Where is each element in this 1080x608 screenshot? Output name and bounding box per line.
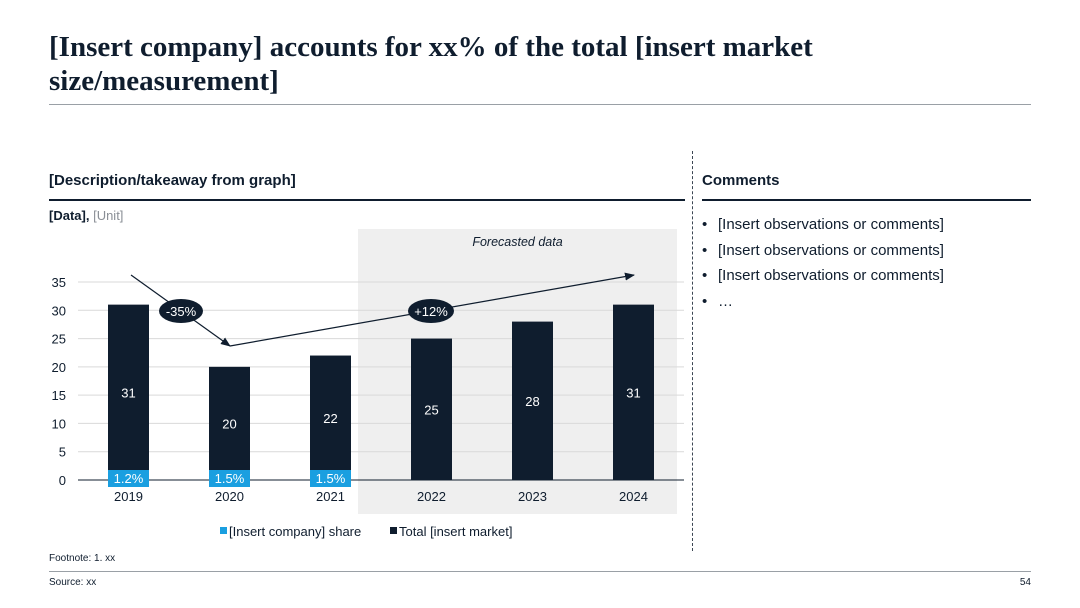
data-unit-label: [Data], [Unit]: [49, 208, 123, 223]
page-title: [Insert company] accounts for xx% of the…: [49, 31, 813, 97]
chart-heading-rule: [49, 199, 685, 201]
chart-heading: [Description/takeaway from graph]: [49, 172, 296, 189]
share-badge: [108, 470, 149, 487]
bar-value-label: 20: [222, 416, 236, 431]
y-tick-label: 30: [52, 303, 66, 318]
comment-item: [Insert observations or comments]: [702, 263, 1032, 289]
bar-total: [108, 304, 149, 480]
comment-item: [Insert observations or comments]: [702, 238, 1032, 264]
bar-value-label: 22: [323, 411, 337, 426]
bar-total: [411, 338, 452, 480]
comment-item: [Insert observations or comments]: [702, 212, 1032, 238]
bar-chart: Forecasted data 0 5 10 15 20 25 30 35 31 1.2% 2019 2…: [52, 229, 684, 539]
x-tick-label: 2022: [417, 489, 446, 504]
y-tick-label: 20: [52, 360, 66, 375]
bar-total: [613, 304, 654, 480]
annotation-label: -35%: [166, 304, 197, 319]
legend-swatch-total: [390, 527, 397, 534]
y-tick-label: 10: [52, 416, 66, 431]
bar-value-label: 31: [121, 385, 135, 400]
y-tick-label: 35: [52, 275, 66, 290]
footer-divider: [49, 571, 1031, 572]
bar-value-label: 31: [626, 385, 640, 400]
y-tick-label: 15: [52, 388, 66, 403]
forecast-label: Forecasted data: [472, 235, 562, 249]
y-tick-label: 5: [59, 445, 66, 460]
source: Source: xx: [49, 577, 97, 588]
share-badge: [310, 470, 351, 487]
share-badge: [209, 470, 250, 487]
legend-label-share: [Insert company] share: [229, 524, 361, 539]
annotation-label: +12%: [414, 304, 448, 319]
comments-heading-rule: [702, 199, 1031, 201]
x-tick-label: 2020: [215, 489, 244, 504]
bar-total: [310, 355, 351, 480]
share-value-label: 1.2%: [114, 471, 144, 486]
bar-value-label: 28: [525, 394, 539, 409]
legend-label-total: Total [insert market]: [399, 524, 512, 539]
annotation-pill: [159, 299, 203, 323]
x-tick-label: 2024: [619, 489, 648, 504]
comment-item: …: [702, 289, 1032, 315]
footnote: Footnote: 1. xx: [49, 553, 116, 564]
bar-total: [209, 366, 250, 480]
data-label: [Data],: [49, 208, 90, 223]
y-tick-label: 25: [52, 332, 66, 347]
annotation-pill: [408, 299, 454, 323]
legend-swatch-share: [220, 527, 227, 534]
unit-label: [Unit]: [93, 208, 124, 223]
share-value-label: 1.5%: [215, 471, 245, 486]
title-divider: [49, 104, 1031, 105]
x-tick-label: 2023: [518, 489, 547, 504]
bar-value-label: 25: [424, 402, 438, 417]
y-tick-label: 0: [59, 473, 66, 488]
x-tick-label: 2021: [316, 489, 345, 504]
bar-total: [512, 321, 553, 480]
comments-list: [Insert observations or comments] [Inser…: [702, 212, 1032, 314]
x-tick-label: 2019: [114, 489, 143, 504]
share-value-label: 1.5%: [316, 471, 346, 486]
page-number: 54: [1019, 577, 1031, 588]
section-divider: [692, 151, 693, 551]
comments-heading: Comments: [702, 172, 780, 189]
